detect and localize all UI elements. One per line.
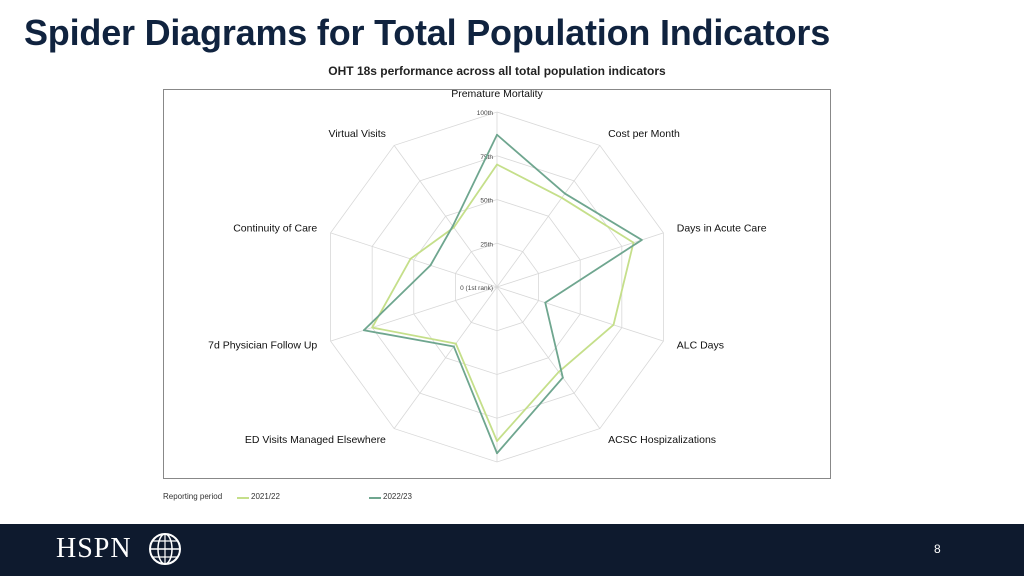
ring-label-25: 25th — [480, 241, 493, 248]
series-0-point-8 — [409, 257, 412, 260]
legend-title: Reporting period — [163, 492, 223, 501]
legend: Reporting period 2021/22 2022/23 — [163, 492, 463, 504]
series-1-point-7 — [362, 329, 365, 332]
footer-bar: HSPN 8 — [0, 524, 1024, 576]
series-0-point-1 — [560, 196, 563, 199]
spoke-9 — [393, 145, 498, 288]
spoke-1 — [496, 145, 601, 288]
series-line-0 — [371, 163, 635, 442]
chart-frame: 0 (1st rank) 25th 50th 75th 100th Premature M… — [163, 89, 831, 479]
series-0-point-7 — [371, 326, 374, 329]
axis-label-7: 7d Physician Follow Up — [208, 339, 317, 351]
axis-label-6: ED Visits Managed Elsewhere — [245, 434, 386, 446]
series-1-point-5 — [496, 452, 498, 455]
series-0-point-6 — [454, 342, 457, 345]
series-1-point-0 — [496, 133, 498, 136]
ring-label-50: 50th — [480, 198, 493, 205]
spoke-4 — [496, 286, 601, 429]
series-1-point-1 — [563, 192, 566, 195]
axis-label-3: ALC Days — [677, 339, 724, 351]
ring-label-0: 0 (1st rank) — [460, 285, 493, 292]
legend-label-2022-23: 2022/23 — [383, 492, 412, 501]
series-0-point-0 — [496, 163, 498, 166]
series-0-point-3 — [612, 323, 615, 326]
legend-swatch-2021-22 — [237, 497, 249, 499]
axis-label-2: Days in Acute Care — [677, 223, 767, 235]
series-1-point-8 — [429, 264, 432, 267]
axis-label-0: Premature Mortality — [451, 90, 543, 100]
globe-icon — [149, 533, 181, 565]
series-0-point-5 — [496, 440, 498, 442]
page-number: 8 — [934, 542, 941, 556]
legend-label-2021-22: 2021/22 — [251, 492, 280, 501]
hspn-logo-text: HSPN — [56, 533, 132, 564]
series-0-point-2 — [632, 241, 635, 244]
legend-swatch-2022-23 — [369, 497, 381, 499]
spoke-8 — [330, 232, 498, 288]
spoke-7 — [330, 286, 498, 342]
series-line-1 — [362, 133, 643, 455]
axis-label-8: Continuity of Care — [233, 223, 317, 235]
axis-label-9: Virtual Visits — [329, 128, 386, 140]
ring-label-100: 100th — [477, 110, 494, 117]
series-1-point-2 — [640, 239, 643, 241]
series-0-point-4 — [557, 371, 560, 373]
series-1-point-3 — [544, 301, 547, 304]
chart-title: OHT 18s performance across all total pop… — [328, 64, 666, 78]
series-0-point-9 — [452, 226, 455, 229]
slide-title: Spider Diagrams for Total Population Ind… — [24, 12, 831, 53]
axis-label-4: ACSC Hospizalizations — [608, 434, 716, 446]
axis-label-1: Cost per Month — [608, 128, 680, 140]
series-1-point-6 — [452, 345, 455, 348]
spoke-3 — [496, 286, 664, 342]
spoke-6 — [393, 286, 498, 429]
series-1-point-4 — [561, 376, 564, 379]
series-1-point-9 — [451, 225, 454, 228]
spoke-2 — [496, 232, 664, 288]
